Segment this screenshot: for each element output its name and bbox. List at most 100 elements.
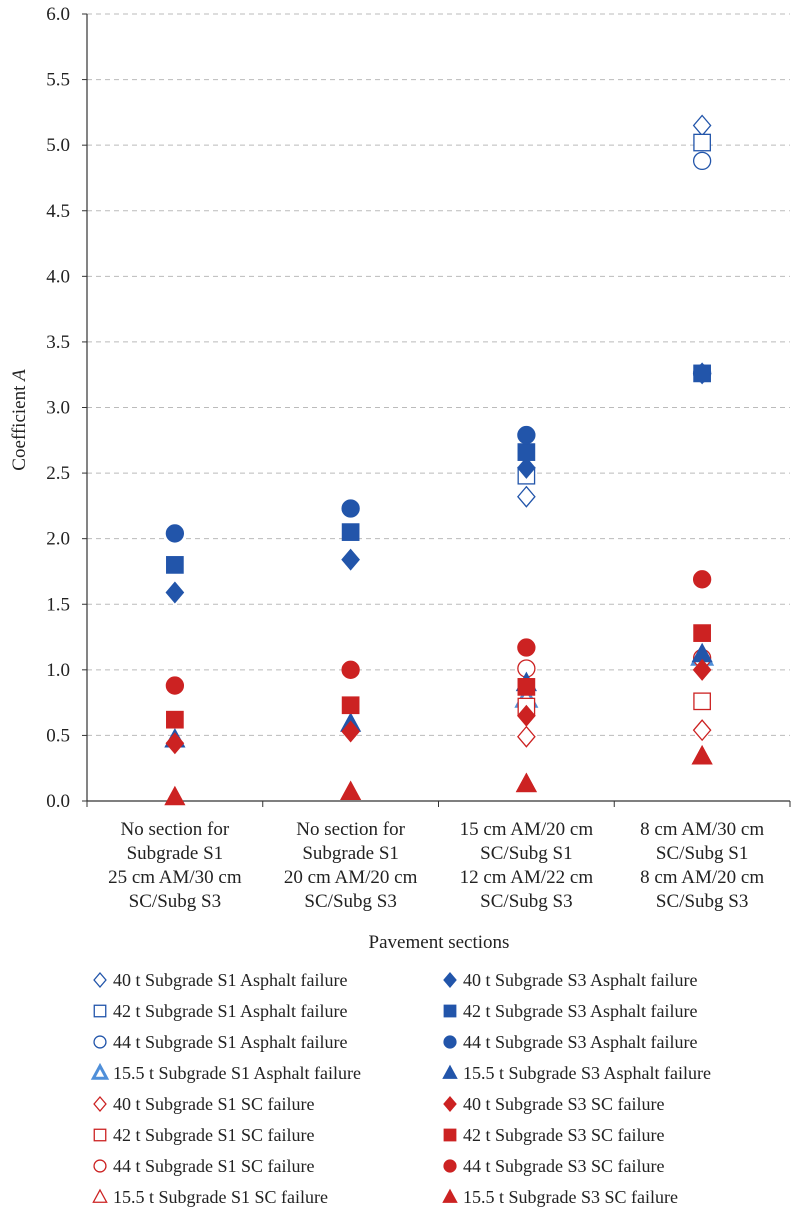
legend-label: 44 t Subgrade S3 SC failure (463, 1156, 664, 1176)
y-tick-label: 5.5 (46, 70, 70, 91)
x-category-label: 12 cm AM/22 cm (460, 867, 594, 888)
legend-marker-square (93, 1128, 107, 1142)
axes (82, 13, 791, 807)
data-point-circle (692, 364, 712, 383)
legend-label: 15.5 t Subgrade S3 Asphalt failure (463, 1063, 711, 1083)
legend-label: 15.5 t Subgrade S1 SC failure (113, 1187, 328, 1207)
x-category-label: 25 cm AM/30 cm (108, 867, 242, 888)
data-point-triangle (340, 780, 362, 800)
y-tick-label: 2.0 (46, 529, 70, 550)
data-point-diamond (692, 719, 712, 742)
x-category-label: 8 cm AM/20 cm (640, 867, 764, 888)
data-point-diamond (165, 732, 185, 755)
legend-marker-diamond (443, 1095, 457, 1113)
data-point-square (693, 624, 711, 642)
legend-label: 42 t Subgrade S1 Asphalt failure (113, 1001, 347, 1021)
legend-marker-triangle (442, 1064, 458, 1079)
data-point-circle (341, 499, 360, 518)
legend-label: 15.5 t Subgrade S1 Asphalt failure (113, 1063, 361, 1083)
legend-label: 44 t Subgrade S3 Asphalt failure (463, 1032, 697, 1052)
x-category-labels: No section for Subgrade S1 25 cm AM/30 cm S… (108, 819, 764, 912)
legend-marker-diamond (93, 1095, 107, 1113)
x-axis-title: Pavement sections (369, 932, 510, 953)
data-point-triangle (691, 745, 713, 765)
legend-label: 40 t Subgrade S3 Asphalt failure (463, 970, 697, 990)
legend-label: 42 t Subgrade S3 SC failure (463, 1125, 664, 1145)
legend: 40 t Subgrade S1 Asphalt failure 42 t Sub… (90, 970, 711, 1207)
data-point-square (341, 696, 360, 715)
data-point-square (693, 133, 711, 152)
legend-marker-triangle (92, 1188, 108, 1203)
y-tick-label: 0.0 (46, 791, 70, 812)
data-point-diamond (341, 720, 360, 743)
legend-label: 44 t Subgrade S1 SC failure (113, 1156, 314, 1176)
y-tick-label: 3.5 (46, 332, 70, 353)
data-point-diamond (517, 485, 536, 508)
legend-label: 40 t Subgrade S1 Asphalt failure (113, 970, 347, 990)
data-point-diamond (165, 581, 185, 604)
data-point-circle (517, 425, 536, 445)
legend-marker-diamond (93, 971, 107, 989)
data-point-diamond (517, 725, 536, 748)
x-category-label: No section for (296, 819, 405, 840)
y-tick-labels: 0.0 0.5 1.0 1.5 2.0 2.5 3.0 3.5 4.0 4.5 5.0 5.5 6.0 (46, 4, 70, 812)
gridlines (87, 13, 790, 736)
data-point-diamond (692, 658, 712, 681)
legend-marker-circle (443, 1035, 457, 1049)
y-axis-title: Coefficient A (9, 369, 30, 471)
legend-marker-circle (93, 1159, 107, 1173)
y-tick-label: 1.5 (46, 594, 70, 615)
legend-marker-square (93, 1004, 107, 1018)
data-point-square (166, 556, 184, 574)
legend-label: 40 t Subgrade S3 SC failure (463, 1094, 664, 1114)
data-point-diamond (341, 548, 360, 571)
y-tick-label: 5.0 (46, 135, 70, 156)
data-point-square (166, 710, 184, 729)
x-category-label: SC/Subg S3 (129, 891, 221, 912)
y-tick-label: 3.0 (46, 398, 70, 419)
data-point-triangle (164, 785, 186, 806)
data-point-circle (517, 638, 536, 657)
data-point-circle (692, 151, 712, 171)
x-category-label: 8 cm AM/30 cm (640, 819, 764, 840)
legend-label: 40 t Subgrade S1 SC failure (113, 1094, 314, 1114)
data-point-triangle (515, 772, 537, 793)
legend-label: 15.5 t Subgrade S3 SC failure (463, 1187, 678, 1207)
data-point-circle (341, 660, 360, 679)
x-category-label: 15 cm AM/20 cm (460, 819, 594, 840)
legend-marker-square (443, 1004, 457, 1018)
legend-marker-square (443, 1128, 457, 1142)
data-point-diamond (692, 114, 712, 137)
x-category-label: SC/Subg S3 (304, 891, 396, 912)
legend-marker-triangle (442, 1188, 458, 1203)
data-point-circle (165, 676, 185, 695)
x-category-label: 20 cm AM/20 cm (284, 867, 418, 888)
data-point-diamond (517, 456, 536, 479)
data-point-square (693, 692, 711, 711)
y-tick-label: 6.0 (46, 4, 70, 25)
x-category-label: Subgrade S1 (127, 843, 224, 864)
x-category-label: SC/Subg S3 (656, 891, 748, 912)
legend-label: 42 t Subgrade S1 SC failure (113, 1125, 314, 1145)
x-category-label: SC/Subg S1 (656, 843, 748, 864)
legend-marker-triangle (90, 1062, 110, 1080)
data-point-circle (692, 570, 712, 589)
data-point-diamond (517, 704, 536, 727)
x-category-label: SC/Subg S3 (480, 891, 572, 912)
legend-marker-diamond (443, 971, 457, 989)
y-tick-label: 1.0 (46, 660, 70, 681)
y-tick-label: 2.5 (46, 463, 70, 484)
legend-label: 44 t Subgrade S1 Asphalt failure (113, 1032, 347, 1052)
legend-marker-circle (93, 1035, 107, 1049)
x-category-label: Subgrade S1 (302, 843, 399, 864)
legend-marker-circle (443, 1159, 457, 1173)
data-point-square (517, 443, 536, 461)
y-tick-label: 4.5 (46, 201, 70, 222)
y-tick-label: 0.5 (46, 725, 70, 746)
legend-label: 42 t Subgrade S3 Asphalt failure (463, 1001, 697, 1021)
data-point-square (517, 678, 536, 696)
data-points (164, 114, 715, 806)
x-category-label: No section for (121, 819, 230, 840)
data-point-square (341, 523, 360, 541)
